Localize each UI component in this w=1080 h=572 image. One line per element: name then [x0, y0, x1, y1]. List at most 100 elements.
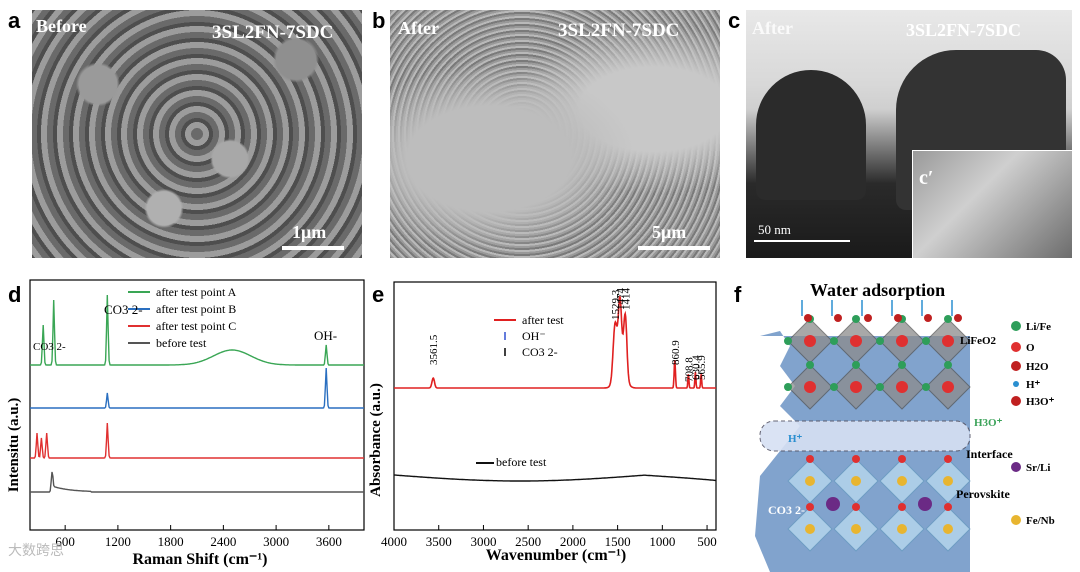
- o-atom: [944, 503, 952, 511]
- li-fe-atom: [922, 383, 930, 391]
- legend-entry: after test point A: [156, 285, 237, 299]
- x-tick-label: 3000: [263, 534, 289, 549]
- state-label: After: [752, 18, 793, 38]
- scale-bar: [754, 240, 850, 242]
- scale-bar-label: 50 nm: [758, 222, 791, 237]
- o-atom: [806, 503, 814, 511]
- li-fe-atom: [898, 361, 906, 369]
- hplus-label: H⁺: [788, 433, 803, 445]
- fe-nb-atom: [943, 476, 953, 486]
- legend-marker: [1011, 321, 1021, 331]
- scale-bar: [282, 246, 344, 250]
- peak-label: 860.9: [670, 340, 682, 365]
- perovskite-label: Perovskite: [956, 487, 1010, 501]
- li-fe-atom: [876, 383, 884, 391]
- scale-bar: [638, 246, 710, 250]
- y-axis-label: Intensitu (a.u.): [6, 398, 22, 493]
- before-test-line: [393, 474, 717, 482]
- h3o-label: H3O⁺: [974, 417, 1003, 429]
- after-test-line: [394, 295, 716, 389]
- sample-label: 3SL2FN-7SDC: [212, 22, 334, 43]
- o-atom: [942, 335, 954, 347]
- diagram-title: Water adsorption: [810, 280, 945, 300]
- water-molecule: [834, 314, 842, 322]
- water-molecule: [924, 314, 932, 322]
- raman-chart: Intensitu (a.u.) 600 1200 1800 2400 3000 3600…: [6, 279, 365, 568]
- co3-label: CO3 2-: [768, 503, 805, 517]
- legend-entry: H⁺: [1026, 379, 1041, 391]
- water-molecule: [804, 314, 812, 322]
- x-tick-label: 3500: [426, 534, 452, 549]
- interface-label: Interface: [966, 447, 1013, 461]
- sr-li-atom: [918, 497, 932, 511]
- series-line: [30, 422, 364, 460]
- peak-label: 1474: [615, 288, 627, 311]
- watermark: 大数跨思: [8, 543, 64, 559]
- x-tick-label: 1800: [158, 534, 184, 549]
- o-atom: [806, 455, 814, 463]
- fe-nb-atom: [851, 524, 861, 534]
- peak-label: 565.9: [696, 355, 708, 380]
- legend-entry: after test point C: [156, 319, 236, 333]
- x-tick-label: 1200: [105, 534, 131, 549]
- x-axis-label: Raman Shift (cm⁻¹): [132, 551, 267, 568]
- legend-entry: Li/Fe: [1026, 321, 1051, 333]
- series-line: [30, 471, 364, 493]
- inset-label: c′: [919, 167, 934, 189]
- o-atom: [850, 335, 862, 347]
- plot-frame: [29, 279, 365, 531]
- o-atom: [852, 503, 860, 511]
- annotation-oh: OH-: [314, 328, 337, 343]
- li-fe-atom: [784, 337, 792, 345]
- li-fe-atom: [830, 383, 838, 391]
- peak-label: 630.4: [690, 355, 702, 380]
- state-label: After: [398, 18, 439, 38]
- legend-entry: Fe/Nb: [1026, 515, 1055, 527]
- legend-marker: [1013, 381, 1019, 387]
- state-label: Before: [36, 16, 87, 36]
- peak-label: 1414: [620, 288, 632, 311]
- li-fe-atom: [830, 337, 838, 345]
- li-fe-atom: [784, 383, 792, 391]
- lifeo2-label: LiFeO2: [960, 335, 997, 347]
- sem-image-after: After 3SL2FN-7SDC 5μm: [390, 10, 720, 258]
- x-tick-label: 500: [697, 534, 717, 549]
- fe-nb-atom: [897, 476, 907, 486]
- panel-label-d: d: [8, 282, 22, 307]
- sem-image-before: Before 3SL2FN-7SDC 1μm: [32, 10, 362, 258]
- panel-label-e: e: [372, 282, 385, 307]
- x-tick-label: 2400: [210, 534, 236, 549]
- ftir-chart: Absorbance (a.u.) 4000 3500 3000 2500 2000 15…: [368, 281, 717, 564]
- fe-nb-atom: [943, 524, 953, 534]
- legend-entry: OH⁻: [522, 329, 546, 343]
- o-atom: [850, 381, 862, 393]
- tem-image-after: After 3SL2FN-7SDC 50 nm c′: [746, 10, 1072, 258]
- legend-entry: H3O⁺: [1026, 396, 1055, 408]
- o-atom: [896, 381, 908, 393]
- li-fe-atom: [944, 315, 952, 323]
- peak-label: 708.8: [683, 357, 695, 382]
- fe-nb-atom: [897, 524, 907, 534]
- legend-entry: before test: [156, 336, 207, 350]
- legend-marker: [1011, 342, 1021, 352]
- scale-bar-label: 5μm: [652, 222, 687, 242]
- scale-bar-label: 1μm: [292, 222, 327, 242]
- before-test-label: before test: [496, 455, 547, 469]
- legend-entry: O: [1026, 342, 1035, 354]
- x-tick-label: 3600: [316, 534, 342, 549]
- sample-label: 3SL2FN-7SDC: [906, 20, 1022, 40]
- water-molecule: [864, 314, 872, 322]
- legend-entry: after test point B: [156, 302, 236, 316]
- li-fe-atom: [944, 361, 952, 369]
- oh-label: OH⁻: [762, 370, 787, 384]
- y-axis-label: Absorbance (a.u.): [368, 383, 384, 497]
- x-tick-label: 2500: [515, 534, 541, 549]
- inset-image: c′: [912, 150, 1072, 258]
- legend-entry: Sr/Li: [1026, 462, 1050, 474]
- x-tick-label: 1500: [605, 534, 631, 549]
- panel-label-a: a: [8, 8, 21, 33]
- o-atom: [804, 381, 816, 393]
- li-fe-atom: [852, 315, 860, 323]
- panel-label-f: f: [734, 282, 742, 307]
- sample-label: 3SL2FN-7SDC: [558, 20, 680, 41]
